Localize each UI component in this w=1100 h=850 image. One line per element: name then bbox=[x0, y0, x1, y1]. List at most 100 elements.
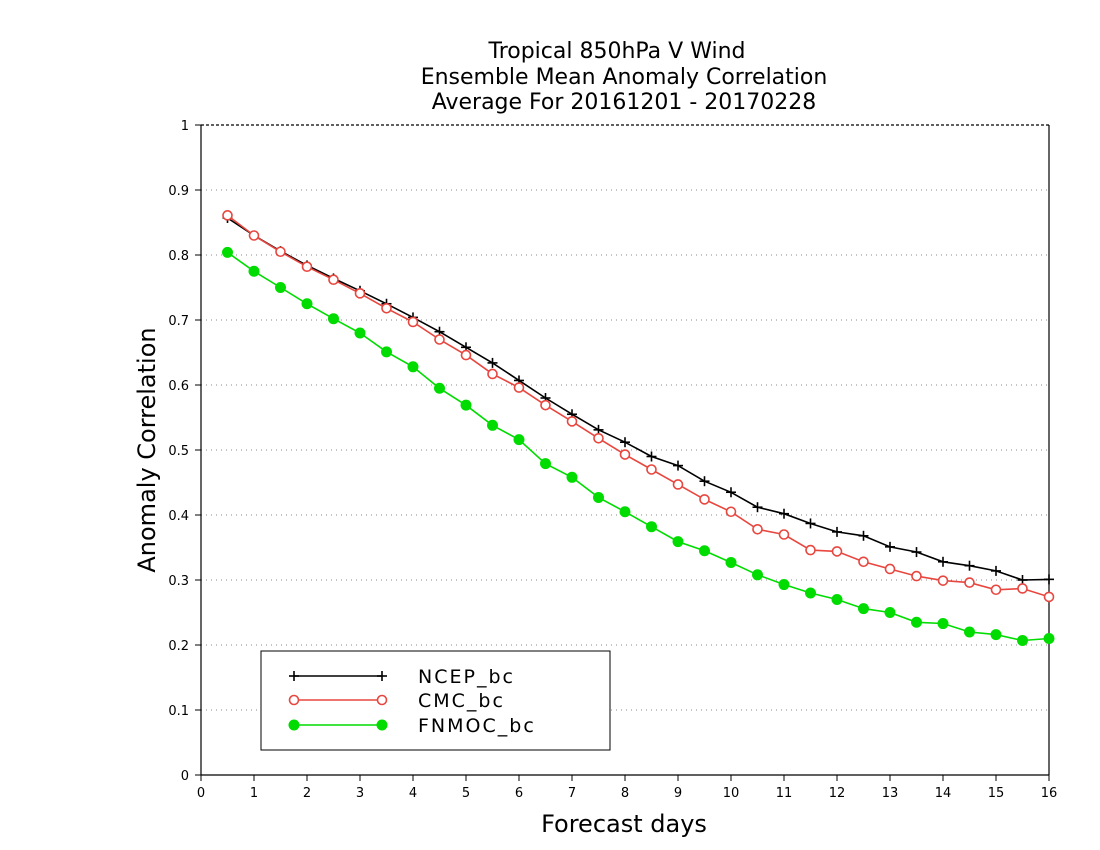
data-point-fnmoc-bc bbox=[328, 313, 339, 325]
data-point-cmc-bc bbox=[911, 570, 922, 582]
data-point-fnmoc-bc bbox=[937, 618, 949, 630]
x-tick-label: 10 bbox=[723, 786, 740, 801]
data-point-ncep-bc bbox=[991, 565, 1001, 576]
data-point-fnmoc-bc bbox=[672, 536, 684, 548]
data-point-fnmoc-bc bbox=[248, 265, 260, 277]
title-line-2: Ensemble Mean Anomaly Correlation bbox=[421, 65, 828, 90]
data-point-cmc-bc bbox=[805, 544, 816, 556]
data-point-cmc-bc bbox=[672, 479, 684, 490]
data-point-cmc-bc bbox=[328, 274, 339, 286]
data-point-fnmoc-bc bbox=[407, 361, 419, 373]
x-tick-label: 4 bbox=[409, 786, 417, 801]
x-tick-label: 1 bbox=[250, 786, 258, 801]
data-point-fnmoc-bc bbox=[354, 327, 366, 339]
data-point-ncep-bc bbox=[620, 437, 630, 448]
data-point-cmc-bc bbox=[1043, 591, 1055, 603]
legend-marker-right-ncep-bc bbox=[377, 671, 387, 681]
data-point-fnmoc-bc bbox=[222, 246, 233, 258]
data-point-cmc-bc bbox=[752, 523, 763, 535]
data-point-cmc-bc bbox=[778, 529, 790, 540]
data-point-fnmoc-bc bbox=[460, 399, 472, 411]
data-point-cmc-bc bbox=[487, 368, 498, 380]
y-tick-label: 0.3 bbox=[168, 574, 189, 589]
y-tick-label: 0.1 bbox=[168, 704, 189, 719]
y-tick-label: 0.8 bbox=[168, 249, 189, 264]
series-line-ncep-bc bbox=[227, 217, 1050, 581]
legend-marker-right-fnmoc-bc bbox=[376, 719, 388, 731]
data-point-cmc-bc bbox=[275, 246, 286, 258]
data-point-fnmoc-bc bbox=[752, 569, 763, 581]
axis-ticks: 00.10.20.30.40.50.60.70.80.910 1 2 3 4 5 6 7 8 9 1… bbox=[168, 119, 1057, 801]
x-tick-label: 5 bbox=[462, 786, 470, 801]
y-tick-label: 0.6 bbox=[168, 379, 189, 394]
data-point-ncep-bc bbox=[699, 476, 710, 487]
data-point-cmc-bc bbox=[937, 575, 949, 586]
data-point-ncep-bc bbox=[752, 502, 763, 513]
y-tick-label: 0.9 bbox=[168, 184, 189, 199]
data-point-cmc-bc bbox=[990, 584, 1002, 596]
data-point-cmc-bc bbox=[381, 302, 392, 314]
data-point-fnmoc-bc bbox=[434, 382, 445, 394]
legend-label-ncep-bc: NCEP_bc bbox=[418, 666, 515, 688]
title-line-3: Average For 20161201 - 20170228 bbox=[432, 90, 817, 115]
legend-marker-left-ncep-bc bbox=[289, 671, 299, 681]
x-tick-label: 9 bbox=[674, 786, 682, 801]
y-axis-title: Anomaly Correlation bbox=[133, 327, 161, 572]
data-point-cmc-bc bbox=[619, 449, 631, 460]
data-point-cmc-bc bbox=[884, 563, 896, 575]
y-tick-label: 0 bbox=[181, 769, 189, 784]
data-point-fnmoc-bc bbox=[1017, 634, 1028, 646]
series-line-cmc-bc bbox=[227, 214, 1050, 598]
x-tick-label: 13 bbox=[882, 786, 899, 801]
x-tick-label: 14 bbox=[935, 786, 952, 801]
data-point-fnmoc-bc bbox=[301, 298, 313, 310]
legend-label-cmc-bc: CMC_bc bbox=[418, 690, 505, 712]
data-point-cmc-bc bbox=[593, 432, 604, 444]
data-point-fnmoc-bc bbox=[381, 346, 392, 358]
x-tick-label: 7 bbox=[568, 786, 576, 801]
y-tick-label: 1 bbox=[181, 119, 189, 134]
data-point-fnmoc-bc bbox=[831, 594, 843, 605]
data-point-ncep-bc bbox=[885, 541, 895, 552]
data-point-cmc-bc bbox=[407, 316, 419, 328]
data-point-cmc-bc bbox=[964, 577, 975, 588]
x-tick-label: 2 bbox=[303, 786, 311, 801]
x-tick-label: 8 bbox=[621, 786, 629, 801]
data-point-ncep-bc bbox=[964, 560, 975, 571]
data-point-cmc-bc bbox=[222, 210, 233, 221]
data-point-fnmoc-bc bbox=[275, 282, 286, 293]
data-point-cmc-bc bbox=[725, 506, 737, 518]
data-point-ncep-bc bbox=[673, 460, 683, 471]
data-point-fnmoc-bc bbox=[540, 458, 551, 470]
data-point-fnmoc-bc bbox=[725, 556, 737, 568]
data-point-ncep-bc bbox=[487, 357, 498, 368]
y-tick-label: 0.2 bbox=[168, 639, 189, 654]
x-tick-label: 3 bbox=[356, 786, 364, 801]
data-point-cmc-bc bbox=[646, 464, 657, 475]
legend-marker-left-cmc-bc bbox=[288, 694, 300, 706]
x-tick-label: 16 bbox=[1041, 786, 1058, 801]
data-point-cmc-bc bbox=[301, 261, 313, 273]
chart-titles: Tropical 850hPa V Wind Ensemble Mean Ano… bbox=[133, 39, 827, 838]
data-point-fnmoc-bc bbox=[619, 506, 631, 518]
data-point-cmc-bc bbox=[513, 382, 525, 393]
data-point-ncep-bc bbox=[938, 556, 948, 567]
data-point-ncep-bc bbox=[646, 451, 657, 462]
data-point-fnmoc-bc bbox=[593, 491, 604, 503]
data-point-fnmoc-bc bbox=[487, 419, 498, 431]
data-point-fnmoc-bc bbox=[911, 616, 922, 628]
data-point-ncep-bc bbox=[726, 487, 736, 498]
data-point-fnmoc-bc bbox=[884, 607, 896, 618]
data-point-fnmoc-bc bbox=[858, 603, 869, 615]
legend-marker-right-cmc-bc bbox=[376, 694, 388, 706]
y-tick-label: 0.7 bbox=[168, 314, 189, 329]
x-axis-title: Forecast days bbox=[541, 810, 707, 838]
data-point-cmc-bc bbox=[1017, 583, 1028, 594]
data-point-cmc-bc bbox=[354, 288, 366, 299]
data-point-ncep-bc bbox=[1044, 574, 1054, 585]
data-point-fnmoc-bc bbox=[646, 521, 657, 533]
data-point-fnmoc-bc bbox=[778, 579, 790, 591]
x-tick-label: 12 bbox=[829, 786, 846, 801]
